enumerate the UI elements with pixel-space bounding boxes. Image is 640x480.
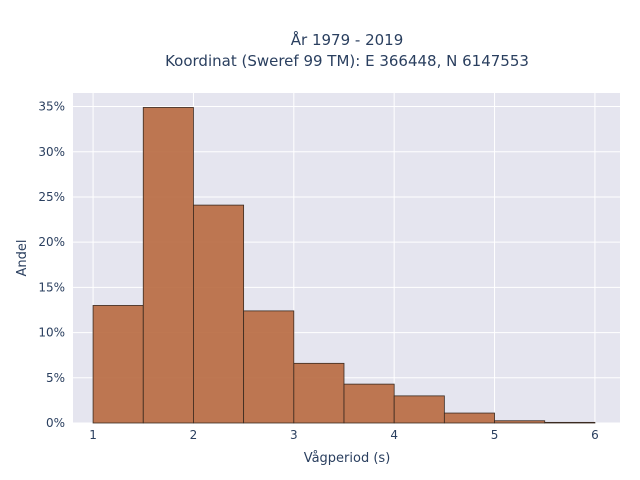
x-tick-label: 3 — [290, 428, 298, 442]
histogram-bar — [193, 204, 245, 424]
x-tick-label: 6 — [591, 428, 599, 442]
histogram-bar — [393, 395, 445, 424]
chart-title-line-2: Koordinat (Sweref 99 TM): E 366448, N 61… — [165, 52, 529, 70]
histogram-bar — [494, 420, 546, 424]
y-tick-label: 10% — [38, 326, 65, 340]
histogram-bar — [343, 383, 395, 424]
x-tick-label: 4 — [390, 428, 398, 442]
x-axis-ticks: 1 2 3 4 5 6 — [89, 428, 598, 442]
chart-title-line-1: År 1979 - 2019 — [291, 30, 404, 49]
histogram-bar — [92, 305, 144, 424]
histogram-bar — [243, 310, 295, 424]
y-axis-title: Andel — [15, 240, 30, 277]
x-tick-label: 2 — [190, 428, 198, 442]
bars — [92, 107, 596, 424]
y-tick-label: 25% — [38, 190, 65, 204]
y-tick-label: 0% — [46, 416, 65, 430]
histogram-bar — [293, 362, 345, 424]
y-tick-label: 5% — [46, 371, 65, 385]
x-tick-label: 5 — [491, 428, 499, 442]
histogram-bar — [443, 412, 495, 424]
histogram-bar — [544, 421, 596, 424]
x-axis-title: Vågperiod (s) — [304, 451, 391, 466]
histogram-bar — [142, 107, 194, 424]
y-tick-label: 35% — [38, 100, 65, 114]
y-tick-label: 30% — [38, 145, 65, 159]
x-tick-label: 1 — [89, 428, 97, 442]
y-tick-label: 20% — [38, 235, 65, 249]
y-tick-label: 15% — [38, 280, 65, 294]
y-axis-ticks: 0% 5% 10% 15% 20% 25% 30% 35% — [38, 100, 65, 430]
